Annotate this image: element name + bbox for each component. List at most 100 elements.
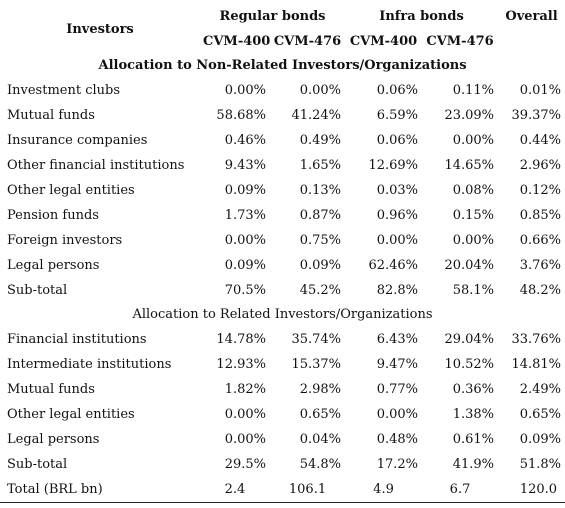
cell-value: 51.8% <box>519 457 562 472</box>
table-row: Legal persons 0.09% 0.09% 62.46% 20.04% 3.76% <box>0 253 565 278</box>
section-title-row: Allocation to Related Investors/Organiza… <box>0 303 565 327</box>
subheader-overall <box>498 29 565 54</box>
subheader-infra-cvm476: CVM-476 <box>426 34 494 49</box>
subheader-infra-cvm400: CVM-400 <box>349 34 418 49</box>
cell-value: 3.76% <box>519 258 562 273</box>
cell-value: 6.7 <box>422 477 499 503</box>
cell-value: 0.06% <box>376 133 419 148</box>
table-body: Allocation to Non-Related Investors/Orga… <box>0 54 565 503</box>
table-row: Insurance companies 0.46% 0.49% 0.06% 0.00% 0… <box>0 128 565 153</box>
row-label: Mutual funds <box>7 382 95 397</box>
cell-value: 14.81% <box>511 357 562 372</box>
table-row: Sub-total 29.5% 54.8% 17.2% 41.9% 51.8% <box>0 452 565 477</box>
row-label: Intermediate institutions <box>7 357 172 372</box>
cell-value: 6.59% <box>376 108 419 123</box>
cell-value: 82.8% <box>376 283 419 298</box>
cell-value: 14.65% <box>444 158 495 173</box>
cell-value: 41.24% <box>291 108 342 123</box>
cell-value: 17.2% <box>376 457 419 472</box>
row-label: Investment clubs <box>7 83 120 98</box>
cell-value: 0.49% <box>299 133 342 148</box>
cell-value: 29.5% <box>224 457 266 472</box>
cell-value: 0.00% <box>299 83 342 98</box>
cell-value: 0.12% <box>519 183 562 198</box>
row-label: Insurance companies <box>7 133 148 148</box>
cell-value: 106.1 <box>270 477 346 503</box>
cell-value: 0.03% <box>376 183 419 198</box>
cell-value: 1.65% <box>299 158 342 173</box>
cell-value: 15.37% <box>291 357 342 372</box>
cell-value: 0.00% <box>224 83 266 98</box>
cell-value: 29.04% <box>444 332 495 347</box>
row-label: Other financial institutions <box>7 158 185 173</box>
row-label: Sub-total <box>7 283 68 298</box>
table-row: Intermediate institutions 12.93% 15.37% 9.4… <box>0 352 565 377</box>
cell-value: 1.73% <box>224 208 266 223</box>
cell-value: 0.09% <box>224 183 266 198</box>
overall-header: Overall <box>505 9 558 24</box>
cell-value: 0.00% <box>376 407 419 422</box>
table-row: Other legal entities 0.00% 0.65% 0.00% 1.38%… <box>0 402 565 427</box>
cell-value: 10.52% <box>444 357 495 372</box>
cell-value: 45.2% <box>299 283 342 298</box>
investors-header: Investors <box>66 21 134 37</box>
cell-value: 0.09% <box>519 432 562 447</box>
cell-value: 58.68% <box>216 108 266 123</box>
cell-value: 0.36% <box>452 382 495 397</box>
cell-value: 0.61% <box>452 432 495 447</box>
cell-value: 20.04% <box>444 258 495 273</box>
row-label: Legal persons <box>7 432 100 447</box>
cell-value: 0.15% <box>452 208 495 223</box>
cell-value: 2.4 <box>200 477 270 503</box>
cell-value: 0.77% <box>376 382 419 397</box>
table-row: Mutual funds 58.68% 41.24% 6.59% 23.09% 39.37… <box>0 103 565 128</box>
cell-value: 0.85% <box>519 208 562 223</box>
cell-value: 0.44% <box>519 133 562 148</box>
cell-value: 70.5% <box>224 283 266 298</box>
cell-value: 0.06% <box>376 83 419 98</box>
cell-value: 0.87% <box>299 208 342 223</box>
cell-value: 0.00% <box>452 133 495 148</box>
cell-value: 12.93% <box>216 357 266 372</box>
cell-value: 2.96% <box>519 158 562 173</box>
cell-value: 2.49% <box>519 382 562 397</box>
subheader-regular-cvm476: CVM-476 <box>273 34 342 49</box>
table-row: Other financial institutions 9.43% 1.65% 12… <box>0 153 565 178</box>
infra-bonds-header: Infra bonds <box>379 9 464 24</box>
section-title-row: Allocation to Non-Related Investors/Orga… <box>0 54 565 78</box>
cell-value: 23.09% <box>444 108 495 123</box>
row-label: Other legal entities <box>7 407 135 422</box>
header-row-subheaders: CVM-400 CVM-476 CVM-400 CVM-476 <box>0 29 565 54</box>
cell-value: 0.01% <box>519 83 562 98</box>
table-row: Foreign investors 0.00% 0.75% 0.00% 0.00% 0.6… <box>0 228 565 253</box>
cell-value: 0.04% <box>299 432 342 447</box>
cell-value: 54.8% <box>299 457 342 472</box>
table-row: Financial institutions 14.78% 35.74% 6.43% 2… <box>0 327 565 352</box>
cell-value: 33.76% <box>511 332 562 347</box>
cell-value: 4.9 <box>345 477 423 503</box>
row-label: Total (BRL bn) <box>0 477 200 503</box>
subheader-regular-cvm400: CVM-400 <box>203 34 271 49</box>
cell-value: 0.46% <box>224 133 266 148</box>
section1-title: Allocation to Non-Related Investors/Orga… <box>98 58 467 73</box>
cell-value: 120.0 <box>498 477 565 503</box>
header-row-groups: Investors Regular bonds Infra bonds Over… <box>0 0 565 37</box>
table-row: Sub-total 70.5% 45.2% 82.8% 58.1% 48.2% <box>0 278 565 303</box>
cell-value: 1.82% <box>224 382 266 397</box>
table-row: Pension funds 1.73% 0.87% 0.96% 0.15% 0.85% <box>0 203 565 228</box>
table-row: Investment clubs 0.00% 0.00% 0.06% 0.11% 0.01… <box>0 78 565 103</box>
cell-value: 9.43% <box>224 158 266 173</box>
section2-title: Allocation to Related Investors/Organiza… <box>132 307 433 322</box>
cell-value: 0.09% <box>224 258 266 273</box>
cell-value: 0.11% <box>452 83 495 98</box>
table-row: Legal persons 0.00% 0.04% 0.48% 0.61% 0.09% <box>0 427 565 452</box>
cell-value: 0.65% <box>519 407 562 422</box>
cell-value: 0.66% <box>519 233 562 248</box>
table-row: Mutual funds 1.82% 2.98% 0.77% 0.36% 2.49% <box>0 377 565 402</box>
cell-value: 0.00% <box>376 233 419 248</box>
cell-value: 0.65% <box>299 407 342 422</box>
cell-value: 48.2% <box>519 283 562 298</box>
cell-value: 9.47% <box>376 357 419 372</box>
